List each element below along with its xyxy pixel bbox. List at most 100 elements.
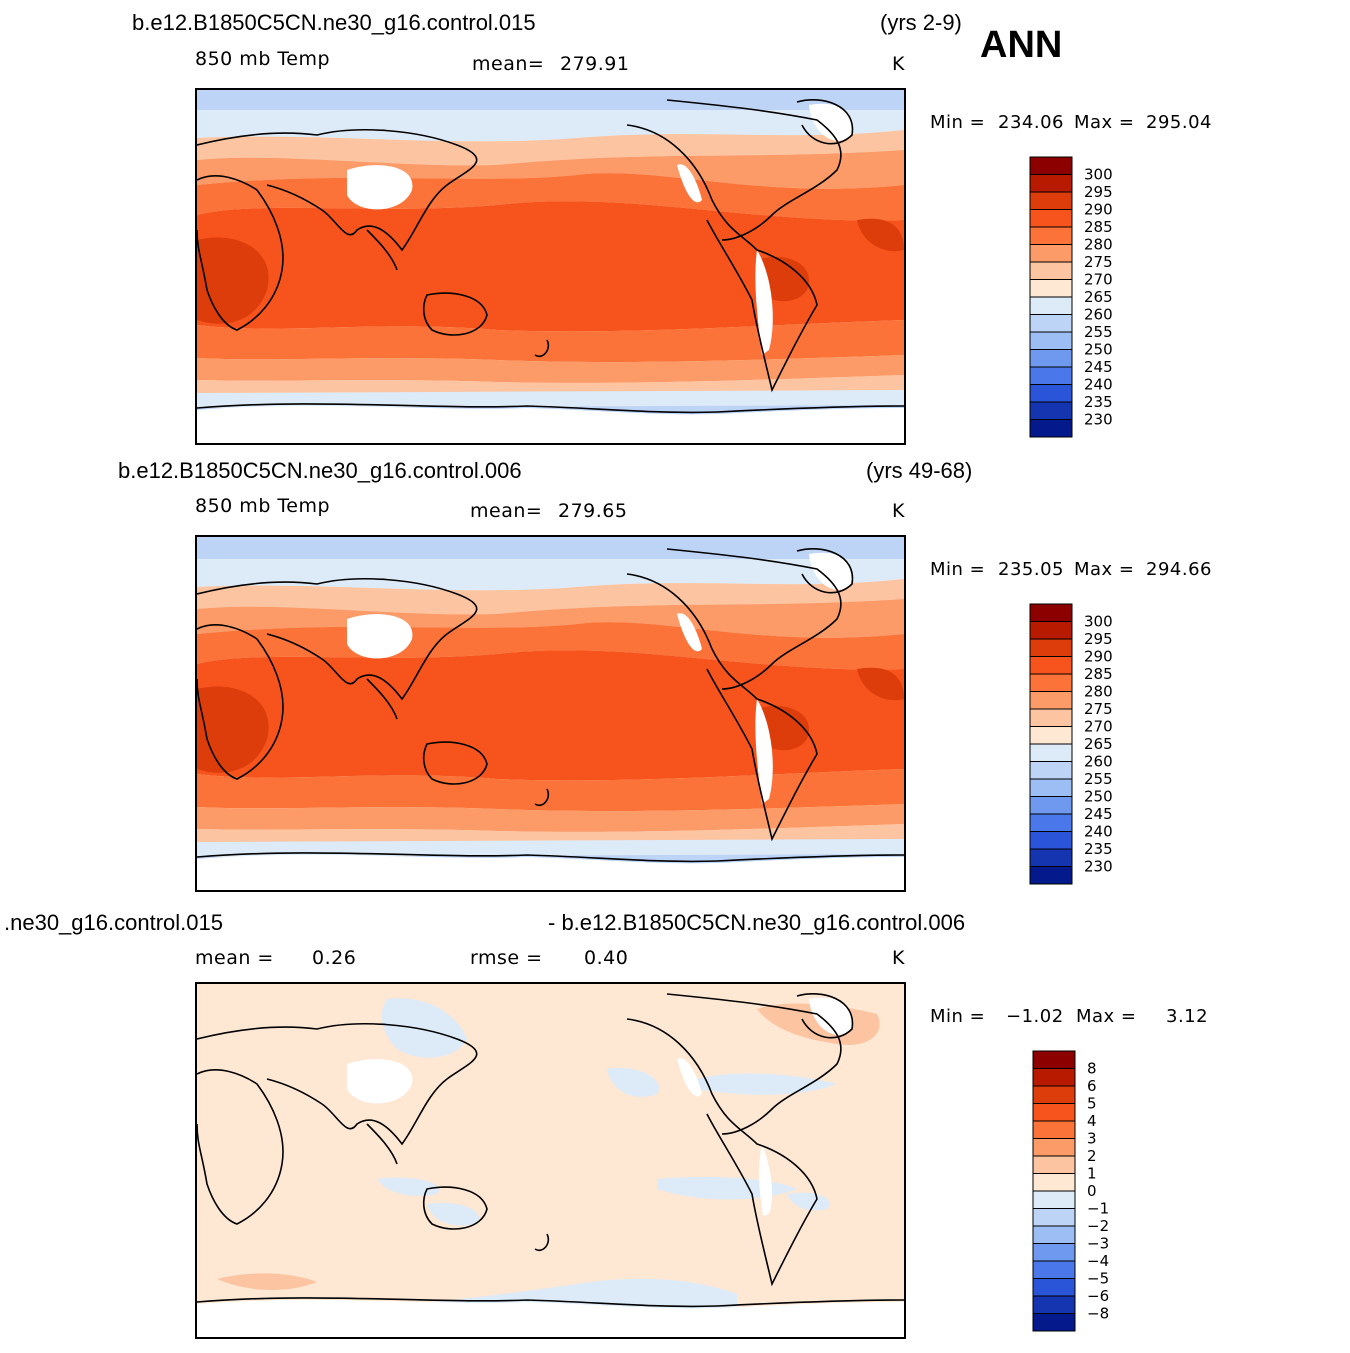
colorbar-swatch [1029,726,1073,745]
colorbar-swatch [1029,401,1073,420]
colorbar-level-label: 290 [1084,648,1113,666]
colorbar-swatch [1029,209,1073,228]
colorbar-swatch [1029,673,1073,692]
colorbar-level-label: 1 [1087,1165,1097,1183]
colorbar-swatch [1029,191,1073,210]
colorbar-level-label: 280 [1084,236,1113,254]
colorbar-swatch [1029,603,1073,622]
colorbar-level-label: −6 [1087,1287,1109,1305]
colorbar-swatch [1029,156,1073,175]
panel3-colorbar: 8 6 5 4 3 2 1 0 −1 −2 −3 −4 −5 −6 −8 [1032,1050,1153,1333]
colorbar-swatch [1029,761,1073,780]
panel3-case-left: .ne30_g16.control.015 [4,910,223,935]
panel2-mean-label: mean= [470,500,543,522]
colorbar-swatch [1032,1120,1076,1139]
colorbar-swatch [1029,366,1073,385]
colorbar-level-label: 255 [1084,770,1113,788]
colorbar-level-label: 250 [1084,788,1113,806]
colorbar-swatch [1029,708,1073,727]
colorbar-level-label: 260 [1084,753,1113,771]
colorbar-swatch [1032,1173,1076,1192]
panel2-temperature-field [197,537,904,890]
colorbar-swatch [1029,743,1073,762]
panel1-case-title: b.e12.B1850C5CN.ne30_g16.control.015 [132,10,536,35]
panel3-map [195,982,906,1339]
colorbar-level-label: 265 [1084,288,1113,306]
panel1-max-label: Max = [1074,112,1135,133]
panel3-min-label: Min = [930,1006,986,1027]
panel3-max-label: Max = [1076,1006,1137,1027]
panel2-case-title: b.e12.B1850C5CN.ne30_g16.control.006 [118,458,522,483]
panel2-max-label: Max = [1074,559,1135,580]
colorbar-level-label: 270 [1084,718,1113,736]
colorbar-level-label: 3 [1087,1130,1097,1148]
colorbar-swatch [1029,778,1073,797]
colorbar-swatch [1032,1050,1076,1069]
panel1-mean-label: mean= [472,53,545,75]
panel1-coastlines [197,99,904,414]
panel1-min-value: 234.06 [998,112,1064,133]
colorbar-level-label: 270 [1084,271,1113,289]
panel3-coastlines [197,993,904,1308]
colorbar-level-label: 280 [1084,683,1113,701]
panel3-mean-value: 0.26 [312,947,357,969]
colorbar-level-label: −8 [1087,1305,1109,1323]
colorbar-level-label: 2 [1087,1147,1097,1165]
colorbar-swatch [1032,1138,1076,1157]
panel2-years: (yrs 49-68) [866,458,973,483]
colorbar-swatch [1029,621,1073,640]
colorbar-swatch [1029,848,1073,867]
colorbar-swatch [1029,226,1073,245]
colorbar-level-label: 255 [1084,323,1113,341]
colorbar-swatch [1029,831,1073,850]
colorbar-swatch [1032,1103,1076,1122]
colorbar-level-label: 240 [1084,376,1113,394]
colorbar-swatch [1032,1085,1076,1104]
colorbar-swatch [1029,244,1073,263]
panel2-variable: 850 mb Temp [195,495,331,517]
colorbar-level-label: 235 [1084,393,1113,411]
colorbar-swatch [1032,1155,1076,1174]
colorbar-level-label: 230 [1084,411,1113,429]
colorbar-swatch [1029,796,1073,815]
colorbar-level-label: 260 [1084,306,1113,324]
panel1-variable: 850 mb Temp [195,48,331,70]
colorbar-swatch [1032,1190,1076,1209]
colorbar-level-label: 285 [1084,665,1113,683]
panel3-rmse-value: 0.40 [584,947,629,969]
colorbar-swatch [1029,331,1073,350]
panel1-max-value: 295.04 [1146,112,1212,133]
colorbar-swatch [1032,1208,1076,1227]
colorbar-level-label: 295 [1084,183,1113,201]
colorbar-level-label: 0 [1087,1182,1097,1200]
colorbar-level-label: 265 [1084,735,1113,753]
panel3-min-value: −1.02 [1006,1006,1064,1027]
colorbar-level-label: −2 [1087,1217,1109,1235]
panel2-min-value: 235.05 [998,559,1064,580]
colorbar-swatch [1032,1278,1076,1297]
colorbar-swatch [1032,1225,1076,1244]
panel2-map [195,535,906,892]
colorbar-swatch [1029,296,1073,315]
panel3-mean-label: mean = [195,947,274,969]
panel2-units: K [892,500,905,522]
colorbar-swatch [1029,691,1073,710]
colorbar-level-label: 275 [1084,253,1113,271]
colorbar-swatch [1029,638,1073,657]
panel2-min-label: Min = [930,559,986,580]
panel1-temperature-field [197,90,904,443]
colorbar-level-label: −1 [1087,1200,1109,1218]
colorbar-swatch [1032,1313,1076,1332]
panel1-units: K [892,53,905,75]
colorbar-level-label: −3 [1087,1235,1109,1253]
colorbar-swatch [1029,656,1073,675]
colorbar-swatch [1029,419,1073,438]
colorbar-level-label: −4 [1087,1252,1109,1270]
panel2-mean-value: 279.65 [558,500,628,522]
panel3-max-value: 3.12 [1166,1006,1209,1027]
colorbar-level-label: 300 [1084,166,1113,184]
season-label: ANN [980,24,1063,66]
panel3-rmse-label: rmse = [470,947,543,969]
panel3-difference-field [197,984,904,1337]
colorbar-swatch [1029,314,1073,333]
